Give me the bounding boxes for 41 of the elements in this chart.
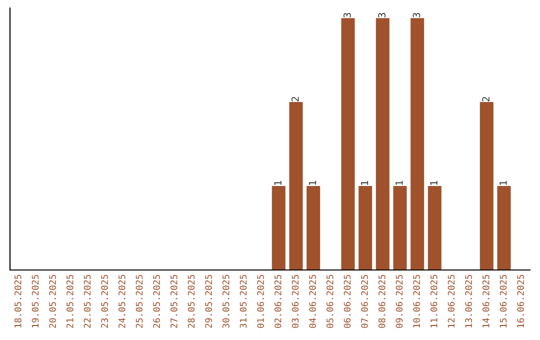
x-tick-label: 19.05.2025 <box>32 274 39 328</box>
x-tick-label: 27.05.2025 <box>170 274 178 328</box>
x-tick-label: 28.05.2025 <box>188 274 195 328</box>
x-tick-label: 29.05.2025 <box>205 274 212 328</box>
x-tick-label: 02.06.2025 <box>274 274 282 328</box>
x-tick-label: 24.05.2025 <box>118 274 126 328</box>
data-label: 1 <box>274 180 282 185</box>
x-tick-label: 31.05.2025 <box>240 274 247 328</box>
data-label: 1 <box>396 180 403 185</box>
data-label: 1 <box>430 180 438 185</box>
data-label: 3 <box>412 12 420 18</box>
x-tick-label: 23.05.2025 <box>101 274 108 328</box>
x-tick-label: 09.06.2025 <box>396 274 403 328</box>
x-tick-label: 16.06.2025 <box>517 274 524 328</box>
data-label: 1 <box>308 180 316 185</box>
data-label: 2 <box>291 97 299 102</box>
x-tick-label: 11.06.2025 <box>430 274 438 328</box>
x-tick-label: 15.06.2025 <box>500 274 507 328</box>
x-tick-label: 12.06.2025 <box>448 274 455 328</box>
x-tick-label: 04.06.2025 <box>309 274 316 328</box>
x-tick-label: 06.06.2025 <box>344 274 351 328</box>
x-tick-label: 26.05.2025 <box>153 274 160 328</box>
x-tick-label: 14.06.2025 <box>482 274 490 328</box>
data-label: 1 <box>500 180 507 185</box>
data-label: 3 <box>378 12 386 18</box>
x-tick-label: 20.05.2025 <box>49 274 56 328</box>
x-tick-label: 30.05.2025 <box>222 274 230 328</box>
x-tick-label: 10.06.2025 <box>413 274 420 328</box>
data-label: 3 <box>343 12 351 18</box>
x-tick-label: 05.06.2025 <box>326 274 334 328</box>
x-tick-label: 01.06.2025 <box>257 274 264 328</box>
x-tick-label: 03.06.2025 <box>292 274 299 328</box>
x-tick-label: 21.05.2025 <box>66 274 74 328</box>
x-tick-label: 07.06.2025 <box>361 274 368 328</box>
x-tick-label: 18.05.2025 <box>14 274 22 328</box>
x-tick-label: 25.05.2025 <box>136 274 143 328</box>
data-label: 2 <box>482 97 490 102</box>
x-tick-label: 08.06.2025 <box>378 274 386 328</box>
x-tick-label: 13.06.2025 <box>465 274 472 328</box>
x-tick-label: 22.05.2025 <box>84 274 91 328</box>
data-label: 1 <box>360 180 368 185</box>
